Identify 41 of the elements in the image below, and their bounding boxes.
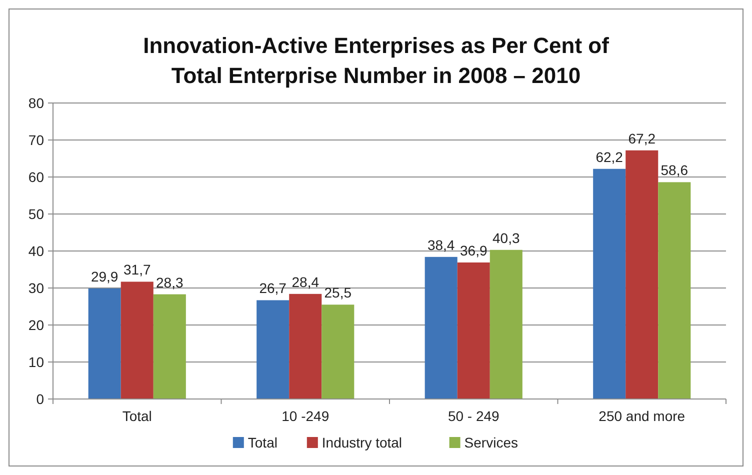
chart-title: Innovation-Active Enterprises as Per Cent of Total Enterprise Number in 2008 – 2010 <box>143 33 610 88</box>
y-tick-label: 70 <box>28 132 44 148</box>
bar <box>424 256 458 399</box>
y-tick-label: 40 <box>28 242 44 259</box>
x-tick-label: 50 - 249 <box>448 408 500 424</box>
data-label: 38,4 <box>427 236 455 253</box>
y-tick-label: 20 <box>28 316 44 333</box>
bar <box>593 168 626 399</box>
data-label: 25,5 <box>324 284 352 301</box>
y-tick-label: 10 <box>28 354 44 370</box>
data-label: 62,2 <box>596 148 624 165</box>
bar <box>88 288 121 399</box>
legend-label: Services <box>464 434 518 450</box>
y-tick-label: 80 <box>28 94 44 111</box>
bar <box>457 262 490 399</box>
y-tick-label: 60 <box>28 168 44 185</box>
data-label: 28,3 <box>156 274 184 290</box>
data-label: 58,6 <box>660 162 688 178</box>
x-tick-label: Total <box>122 408 152 424</box>
bar <box>256 300 290 399</box>
bar <box>490 250 522 399</box>
y-tick-label: 30 <box>28 280 44 296</box>
data-label: 36,9 <box>460 242 488 258</box>
x-tick-label: 10 -249 <box>282 408 330 424</box>
bar <box>120 282 154 399</box>
bar <box>626 150 658 399</box>
y-tick-label: 0 <box>36 390 44 407</box>
data-label: 40,3 <box>492 230 520 246</box>
data-label: 28,4 <box>292 274 320 290</box>
bar <box>658 182 691 399</box>
legend-label: Total <box>248 434 278 450</box>
bar <box>289 294 322 399</box>
data-label: 31,7 <box>124 262 151 278</box>
data-label: 26,7 <box>259 280 287 296</box>
data-label: 29,9 <box>90 268 118 284</box>
y-tick-label: 50 <box>28 206 44 222</box>
data-label: 67,2 <box>628 130 656 146</box>
legend-label: Industry total <box>322 434 402 450</box>
bar <box>322 304 354 399</box>
bar <box>153 294 186 399</box>
x-tick-label: 250 and more <box>598 408 686 424</box>
